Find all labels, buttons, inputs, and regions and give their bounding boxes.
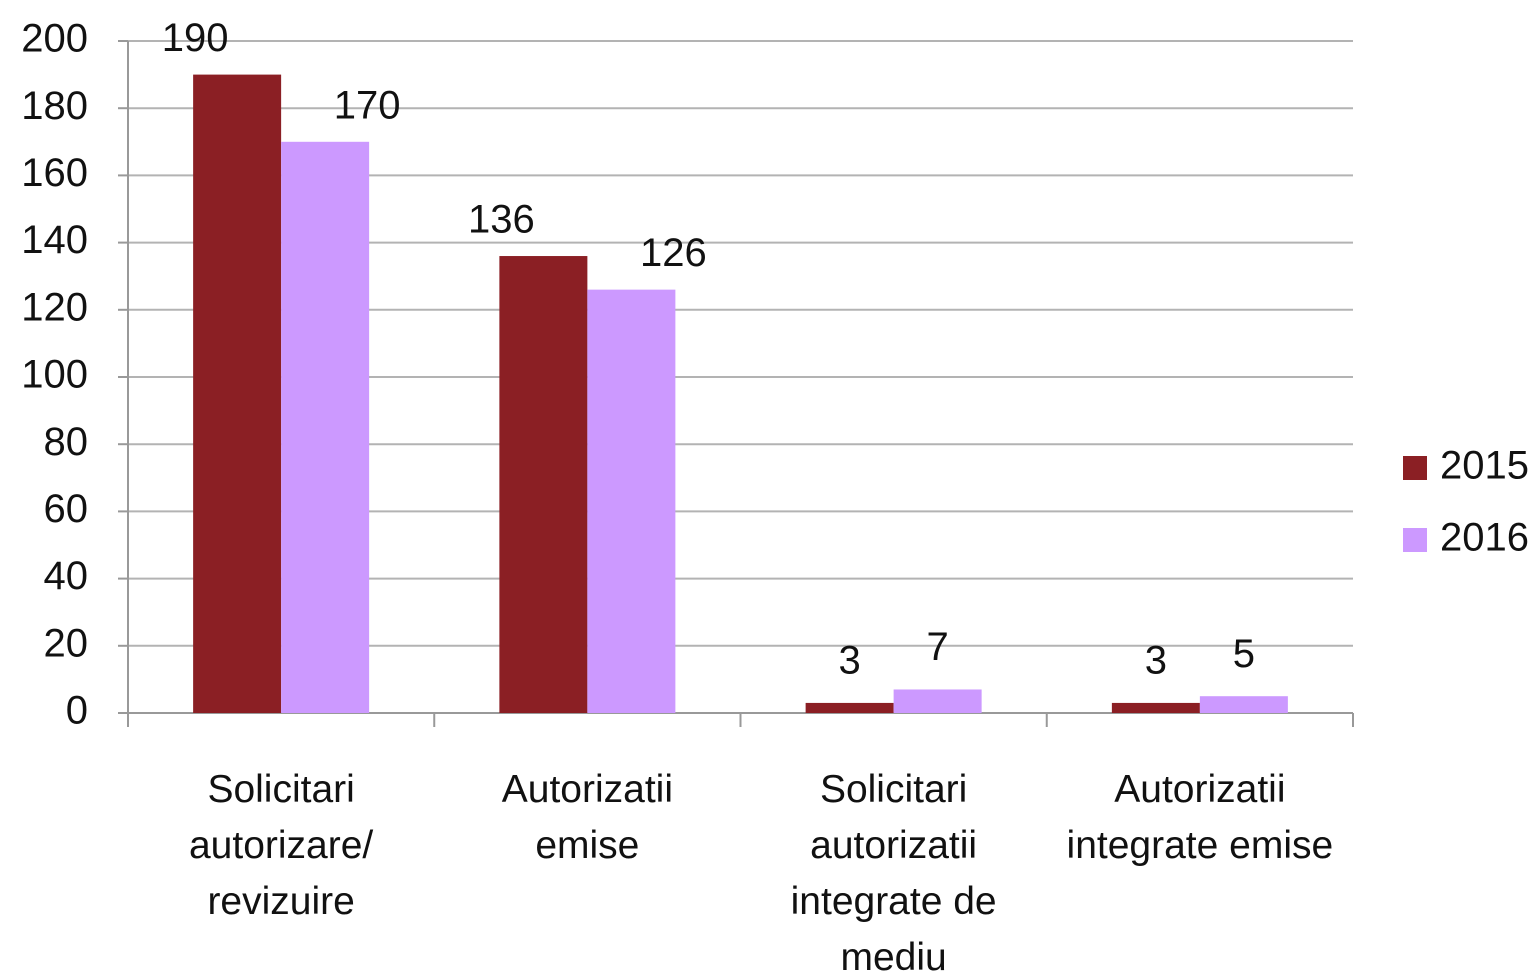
x-tick-label: Autorizatii emise: [501, 768, 673, 867]
y-tick-label: 80: [44, 420, 89, 464]
bar: [893, 689, 982, 713]
y-tick-label: 40: [44, 554, 89, 598]
y-tick-label: 100: [21, 353, 88, 397]
y-tick-label: 160: [21, 151, 88, 195]
y-tick-label: 200: [21, 17, 88, 61]
data-label: 3: [1145, 638, 1167, 682]
legend-swatch: [1403, 528, 1427, 552]
bar: [193, 74, 282, 714]
y-tick-label: 180: [21, 84, 88, 128]
data-label: 7: [927, 625, 949, 669]
bar: [281, 141, 370, 714]
data-label: 3: [839, 638, 861, 682]
data-label: 126: [640, 231, 707, 275]
data-label: 190: [162, 16, 229, 60]
legend-label: 2015: [1440, 444, 1529, 488]
bar: [1199, 696, 1288, 713]
bar: [1111, 702, 1200, 713]
y-tick-label: 20: [44, 621, 89, 665]
bar: [587, 289, 676, 713]
x-tick-label: Autorizatii integrate emise: [1066, 768, 1334, 867]
legend-label: 2016: [1440, 516, 1529, 560]
data-label: 5: [1233, 632, 1255, 676]
data-label: 170: [334, 83, 401, 127]
data-label: 136: [468, 198, 535, 242]
x-tick-label: Solicitari autorizatii integrate de medi…: [790, 768, 997, 973]
y-tick-label: 0: [66, 689, 88, 733]
y-tick-label: 140: [21, 218, 88, 262]
bar: [499, 256, 588, 713]
bar: [805, 702, 894, 713]
x-tick-label: Solicitari autorizare/ revizuire: [188, 768, 374, 923]
legend-swatch: [1403, 456, 1427, 480]
y-tick-label: 60: [44, 487, 89, 531]
y-tick-label: 120: [21, 285, 88, 329]
